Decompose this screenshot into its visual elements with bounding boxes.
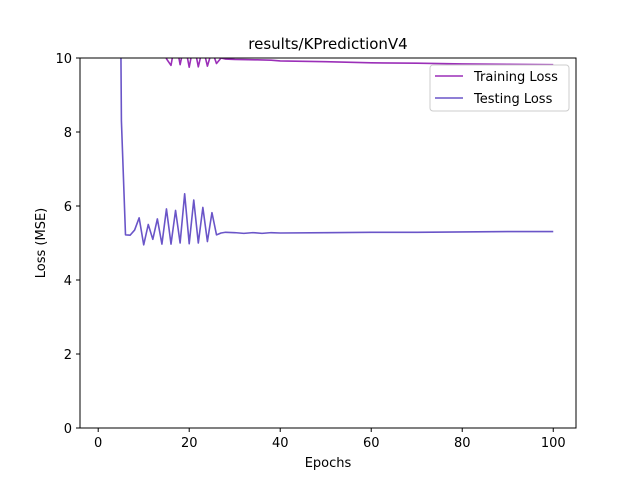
x-axis-label: Epochs [305,456,352,471]
x-tick-label: 20 [181,436,198,451]
legend-box [429,64,570,112]
series-line-training-loss [165,58,554,69]
x-tick-label: 80 [454,436,471,451]
series-line-testing-loss [120,58,554,246]
y-tick-label: 0 [64,422,72,437]
legend-label-training-loss: Training Loss [473,70,558,85]
x-tick-label: 60 [363,436,380,451]
legend-label-testing-loss: Testing Loss [473,92,553,107]
y-tick-label: 10 [55,52,72,67]
y-axis-label: Loss (MSE) [34,208,49,278]
x-axis-ticks: 0 20 40 60 80 100 [94,428,566,451]
x-tick-label: 0 [94,436,102,451]
y-tick-label: 4 [64,274,72,289]
y-tick-label: 2 [64,348,72,363]
x-tick-label: 100 [541,436,566,451]
y-axis-ticks: 0 2 4 6 8 10 [55,52,80,437]
legend: Training Loss Testing Loss [429,64,570,112]
chart-title: results/KPredictionV4 [248,35,407,53]
y-tick-label: 8 [64,126,72,141]
series-layer [120,58,554,246]
y-tick-label: 6 [64,200,72,215]
plot-frame [79,57,577,429]
x-tick-label: 40 [272,436,289,451]
